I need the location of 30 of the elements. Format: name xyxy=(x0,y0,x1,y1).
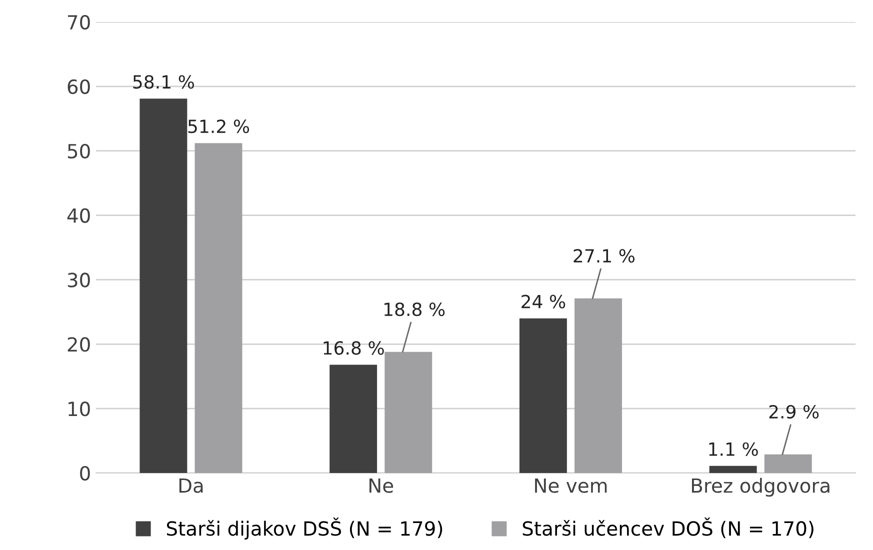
data-label: 16.8 % xyxy=(324,341,384,355)
bar xyxy=(140,98,188,473)
data-label: 1.1 % xyxy=(709,442,758,456)
data-label: 58.1 % xyxy=(133,75,194,89)
bar xyxy=(194,143,242,473)
data-label: 24 % xyxy=(522,294,566,308)
legend-label: Starši učencev DOŠ (N = 170) xyxy=(522,518,814,538)
y-tick-label: 70 xyxy=(68,14,90,30)
x-tick-label: Ne vem xyxy=(535,478,607,493)
bar xyxy=(709,466,757,473)
bar xyxy=(574,298,622,473)
data-label: 27.1 % xyxy=(574,249,635,263)
data-label: 18.8 % xyxy=(384,302,445,316)
y-tick-label: 0 xyxy=(80,466,90,481)
bar xyxy=(519,318,567,473)
data-label: 51.2 % xyxy=(188,120,250,134)
bar xyxy=(330,364,378,473)
y-tick-label: 50 xyxy=(68,144,90,159)
legend-label: Starši dijakov DSŠ (N = 179) xyxy=(166,518,442,540)
data-label: 2.9 % xyxy=(769,404,819,419)
y-tick-label: 40 xyxy=(67,208,90,223)
x-tick-label: Da xyxy=(179,478,203,493)
bar xyxy=(764,454,812,473)
x-tick-label: Brez odgovora xyxy=(692,478,830,497)
y-tick-label: 30 xyxy=(68,272,90,288)
x-tick-label: Ne xyxy=(370,478,394,493)
y-tick-label: 20 xyxy=(68,337,90,352)
y-tick-label: 10 xyxy=(68,402,90,416)
bar xyxy=(384,352,432,473)
y-tick-label: 60 xyxy=(68,79,90,94)
